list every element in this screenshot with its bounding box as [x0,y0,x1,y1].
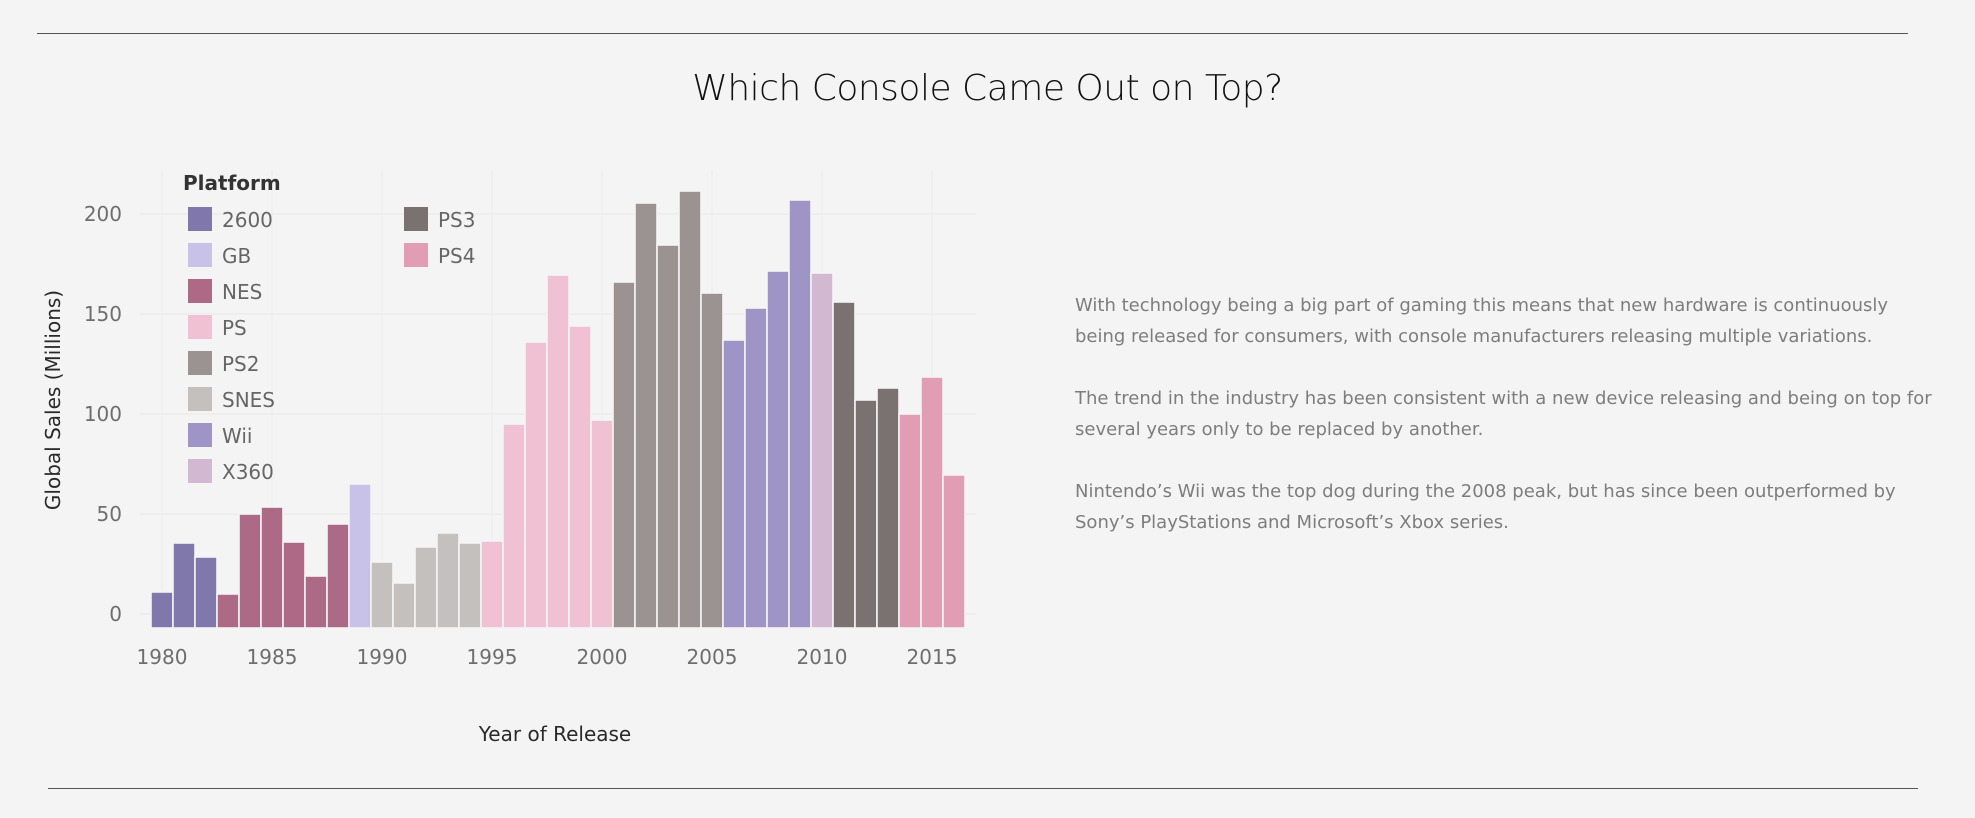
bar-2014[interactable] [898,413,922,629]
bar-1997[interactable] [524,341,548,629]
bar-2007[interactable] [744,307,768,629]
bar-2012[interactable] [854,399,878,629]
bar-1983[interactable] [216,593,240,629]
x-tick-label: 2010 [797,645,848,669]
bar-1987[interactable] [304,575,328,629]
bar-1992[interactable] [414,546,438,629]
x-axis-ticks: 1980 1985 1990 1995 2000 2005 2010 2015 [137,645,958,669]
bar-2016[interactable] [942,474,966,629]
bar-2003[interactable] [656,244,680,629]
legend-swatch-2600 [188,207,212,231]
legend-swatch-gb [188,243,212,267]
x-tick-label: 2005 [687,645,738,669]
bar-1982[interactable] [194,556,218,629]
legend-label-x360: X360 [222,460,274,484]
bar-2005[interactable] [700,292,724,629]
x-tick-label: 1990 [357,645,408,669]
legend-label-ps2: PS2 [222,352,259,376]
bar-1998[interactable] [546,274,570,629]
x-tick-label: 1980 [137,645,188,669]
commentary-paragraph-2: The trend in the industry has been consi… [1075,388,1932,440]
legend-swatch-ps4 [404,243,428,267]
bar-2011[interactable] [832,301,856,629]
y-tick-label: 200 [84,202,122,226]
bar-1991[interactable] [392,582,416,629]
y-axis-title: Global Sales (Millions) [41,290,65,510]
x-tick-label: 2015 [907,645,958,669]
legend-swatch-nes [188,279,212,303]
legend-label-ps4: PS4 [438,244,475,268]
bar-2015[interactable] [920,376,944,629]
bar-2008[interactable] [766,270,790,629]
y-tick-label: 100 [84,402,122,426]
x-axis-title: Year of Release [478,722,631,746]
bar-1980[interactable] [150,591,174,629]
x-tick-label: 1985 [247,645,298,669]
commentary-paragraph-1: With technology being a big part of gami… [1075,295,1889,347]
commentary-paragraph-3: Nintendo’s Wii was the top dog during th… [1075,481,1896,533]
top-divider [37,33,1908,34]
bar-1996[interactable] [502,423,526,629]
bar-2002[interactable] [634,202,658,629]
legend-title: Platform [183,171,281,195]
bars [150,190,966,629]
bottom-divider [48,788,1918,789]
bar-1988[interactable] [326,523,350,629]
bar-1981[interactable] [172,542,196,629]
bar-2001[interactable] [612,281,636,629]
x-tick-label: 1995 [467,645,518,669]
legend-swatch-ps2 [188,351,212,375]
legend-label-gb: GB [222,244,251,268]
legend-label-2600: 2600 [222,208,273,232]
legend-swatch-ps3 [404,207,428,231]
bar-1989[interactable] [348,483,372,629]
legend-label-nes: NES [222,280,262,304]
bar-1984[interactable] [238,513,262,629]
commentary: With technology being a big part of gami… [1075,290,1935,569]
bar-2013[interactable] [876,387,900,629]
bar-2006[interactable] [722,339,746,629]
bar-2000[interactable] [590,419,614,629]
bar-2010[interactable] [810,272,834,629]
y-tick-label: 50 [97,502,122,526]
legend-label-wii: Wii [222,424,252,448]
legend-swatch-ps [188,315,212,339]
legend-swatch-x360 [188,459,212,483]
page-title: Which Console Came Out on Top? [692,68,1283,109]
sales-by-year-chart: 0 50 100 150 200 1980 1985 1990 1995 2000 2005 201… [41,170,976,746]
legend-label-snes: SNES [222,388,275,412]
legend-label-ps: PS [222,316,247,340]
legend-swatch-snes [188,387,212,411]
y-axis-ticks: 0 50 100 150 200 [84,202,122,626]
bar-1993[interactable] [436,532,460,629]
legend-swatch-wii [188,423,212,447]
bar-1986[interactable] [282,541,306,629]
y-tick-label: 150 [84,302,122,326]
legend: Platform 2600 GB NES PS PS2 SNES Wii X360 PS3 PS4 [183,171,475,484]
legend-label-ps3: PS3 [438,208,475,232]
bar-1990[interactable] [370,561,394,629]
bar-1985[interactable] [260,506,284,629]
y-tick-label: 0 [109,602,122,626]
bar-1994[interactable] [458,542,482,629]
bar-1995[interactable] [480,540,504,629]
bar-2004[interactable] [678,190,702,629]
x-tick-label: 2000 [577,645,628,669]
bar-2009[interactable] [788,199,812,629]
bar-1999[interactable] [568,325,592,629]
